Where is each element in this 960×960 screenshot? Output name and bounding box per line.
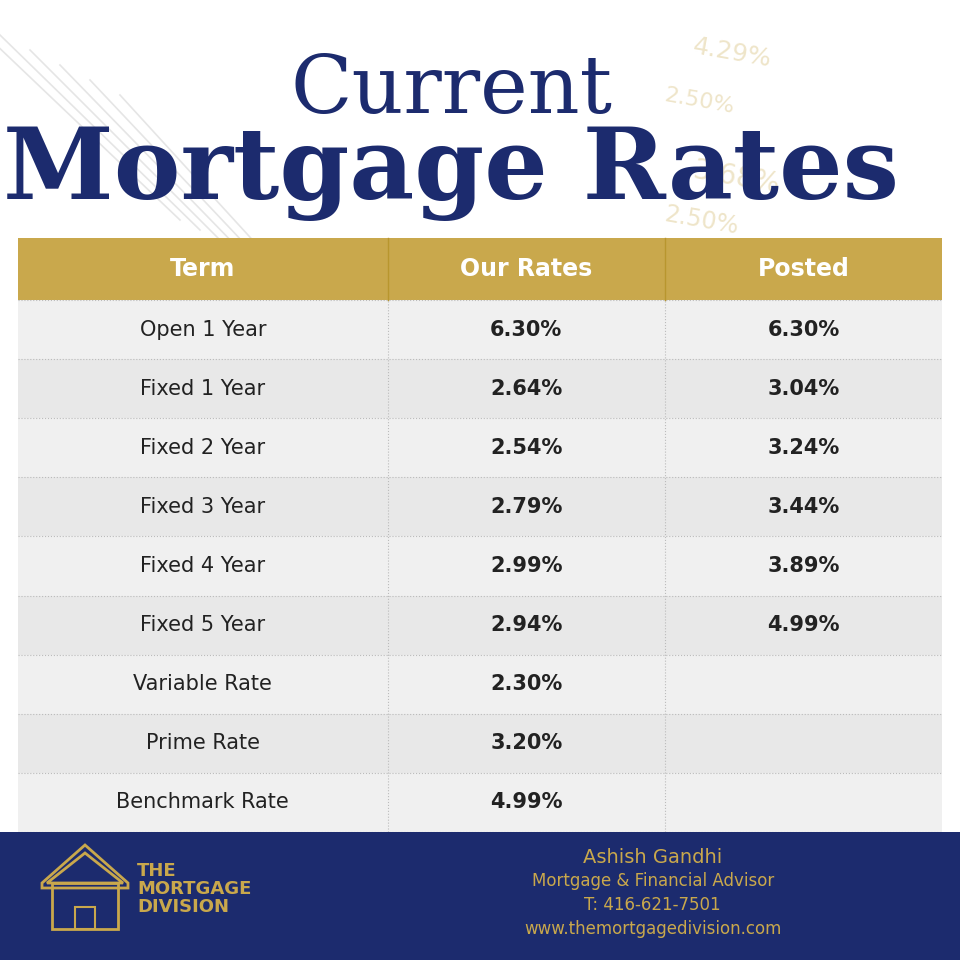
- Text: Fixed 2 Year: Fixed 2 Year: [140, 438, 265, 458]
- Bar: [18, 300, 388, 359]
- Bar: [388, 773, 664, 832]
- Text: 3.89%: 3.89%: [767, 556, 840, 576]
- Text: Prime Rate: Prime Rate: [146, 733, 260, 754]
- Text: Our Rates: Our Rates: [460, 257, 592, 281]
- Bar: [18, 714, 388, 773]
- Bar: [0, 832, 960, 960]
- Bar: [388, 477, 664, 537]
- Text: Mortgage & Financial Advisor: Mortgage & Financial Advisor: [532, 872, 774, 890]
- Bar: [664, 300, 942, 359]
- Text: T: 416-621-7501: T: 416-621-7501: [585, 896, 721, 914]
- Bar: [388, 537, 664, 595]
- Text: 3.24%: 3.24%: [767, 438, 840, 458]
- Bar: [388, 655, 664, 714]
- Bar: [664, 595, 942, 655]
- Bar: [18, 655, 388, 714]
- Text: Fixed 3 Year: Fixed 3 Year: [140, 497, 265, 516]
- Bar: [664, 419, 942, 477]
- Bar: [18, 359, 388, 419]
- Text: 4.99%: 4.99%: [767, 615, 840, 636]
- Text: 3.20%: 3.20%: [490, 733, 563, 754]
- Text: Benchmark Rate: Benchmark Rate: [116, 792, 289, 812]
- Text: 2.30%: 2.30%: [490, 674, 563, 694]
- Text: 00%: 00%: [806, 246, 855, 273]
- Text: Open 1 Year: Open 1 Year: [139, 320, 266, 340]
- Bar: [664, 773, 942, 832]
- Text: 2.50%: 2.50%: [662, 203, 740, 239]
- Text: 2.99%: 2.99%: [490, 556, 563, 576]
- Bar: [664, 238, 942, 300]
- Bar: [18, 477, 388, 537]
- Bar: [664, 359, 942, 419]
- Text: 2.64%: 2.64%: [490, 379, 563, 398]
- Bar: [75, 907, 95, 929]
- Bar: [18, 773, 388, 832]
- Text: 2.50%: 2.50%: [662, 84, 735, 117]
- Bar: [664, 477, 942, 537]
- Bar: [388, 300, 664, 359]
- Text: 3.68%: 3.68%: [691, 156, 782, 199]
- Bar: [18, 419, 388, 477]
- Bar: [52, 883, 118, 929]
- Text: 2.79%: 2.79%: [490, 497, 563, 516]
- Text: Variable Rate: Variable Rate: [133, 674, 273, 694]
- Text: Mortgage Rates: Mortgage Rates: [3, 124, 900, 222]
- Bar: [18, 595, 388, 655]
- Text: 6.30%: 6.30%: [767, 320, 840, 340]
- Text: THE: THE: [137, 862, 177, 880]
- Text: DIVISION: DIVISION: [137, 898, 229, 916]
- Bar: [18, 537, 388, 595]
- Text: www.themortgagedivision.com: www.themortgagedivision.com: [524, 920, 781, 938]
- Text: 3.44%: 3.44%: [767, 497, 840, 516]
- Text: Fixed 1 Year: Fixed 1 Year: [140, 379, 265, 398]
- Bar: [388, 714, 664, 773]
- Bar: [664, 714, 942, 773]
- Text: 2.54%: 2.54%: [490, 438, 563, 458]
- Bar: [664, 537, 942, 595]
- Text: Fixed 5 Year: Fixed 5 Year: [140, 615, 265, 636]
- Text: Fixed 4 Year: Fixed 4 Year: [140, 556, 265, 576]
- Text: 2.94%: 2.94%: [490, 615, 563, 636]
- Text: Ashish Gandhi: Ashish Gandhi: [583, 848, 723, 867]
- Text: 6.30%: 6.30%: [490, 320, 563, 340]
- Text: Posted: Posted: [757, 257, 850, 281]
- Text: 4.29%: 4.29%: [691, 34, 774, 72]
- Text: MORTGAGE: MORTGAGE: [137, 880, 252, 898]
- Bar: [664, 655, 942, 714]
- Text: Term: Term: [170, 257, 235, 281]
- Text: Current: Current: [290, 52, 612, 131]
- Bar: [388, 419, 664, 477]
- Bar: [388, 359, 664, 419]
- Bar: [388, 238, 664, 300]
- Bar: [18, 238, 388, 300]
- Text: 4.99%: 4.99%: [490, 792, 563, 812]
- Text: 3.04%: 3.04%: [767, 379, 840, 398]
- Bar: [388, 595, 664, 655]
